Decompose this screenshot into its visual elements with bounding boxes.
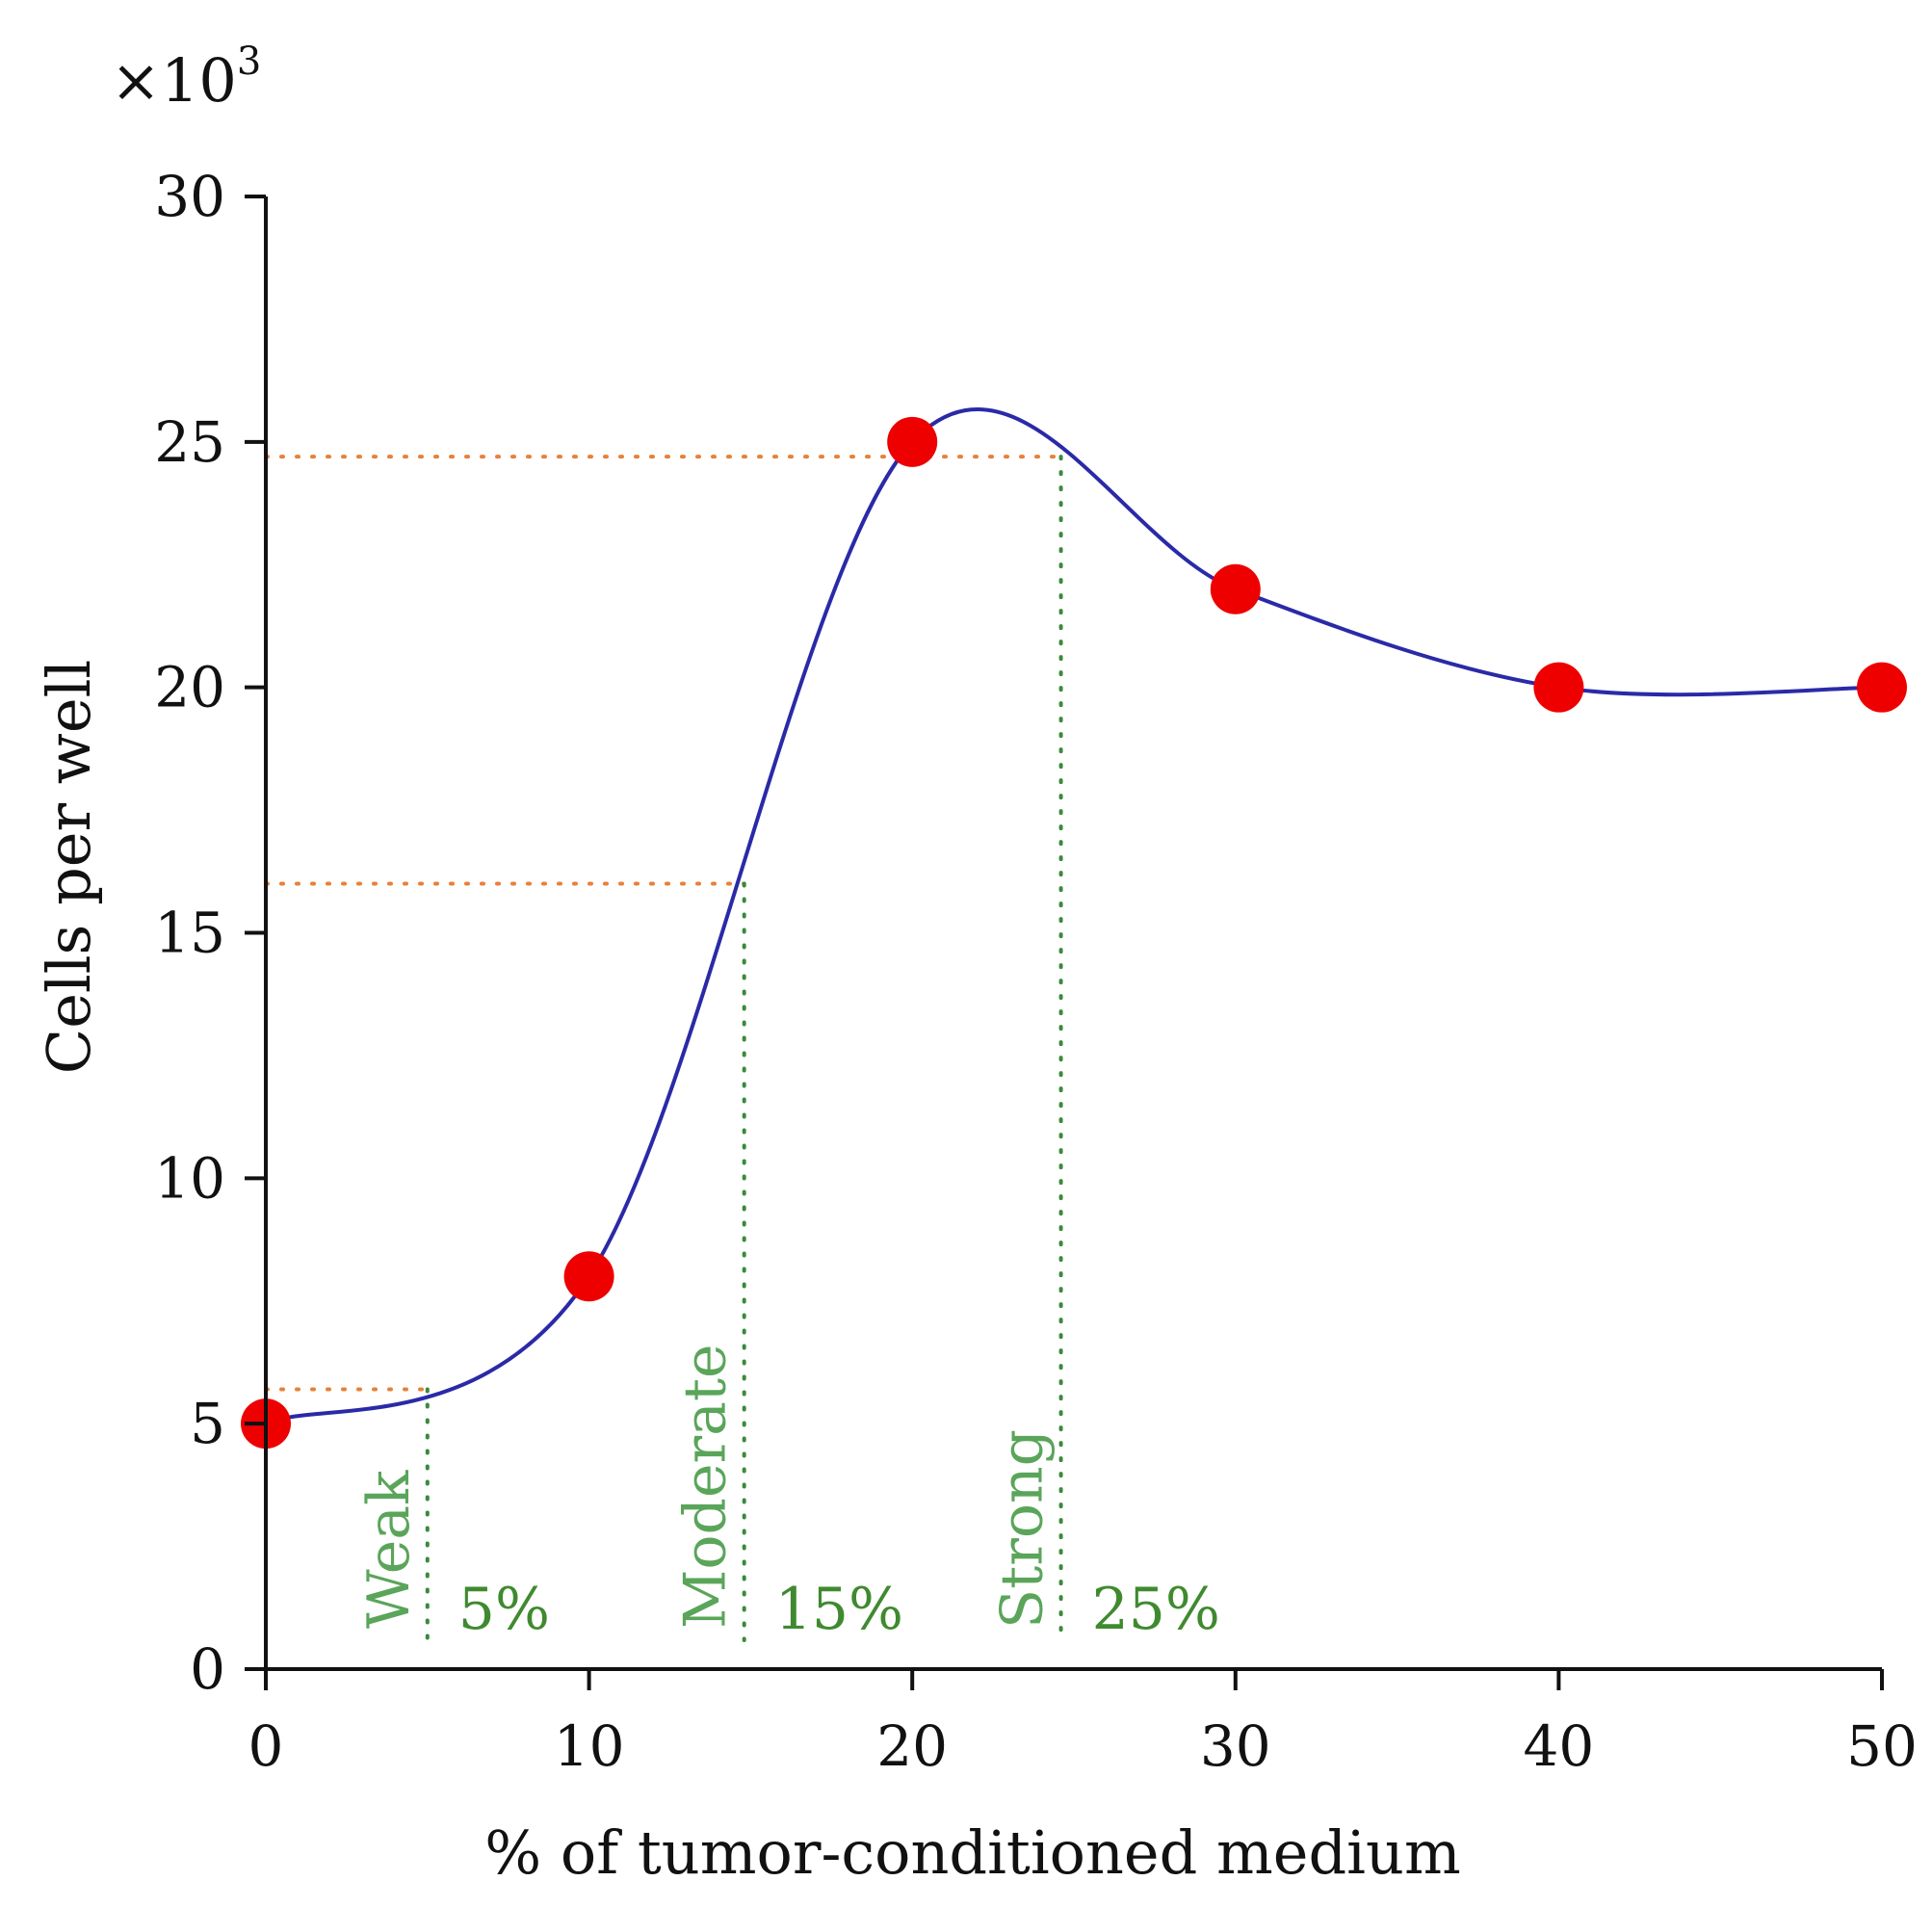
x-ticks: 0 10 20 30 40 50 [248,1669,1918,1779]
percent-strong: 25% [1092,1576,1220,1643]
y-multiplier-exp: 3 [237,39,261,84]
percent-weak: 5% [458,1576,550,1643]
data-point-10 [563,1251,614,1302]
data-point-40 [1533,662,1584,713]
y-tick-label-30: 30 [154,164,225,229]
data-markers [241,416,1907,1450]
series-curve [265,407,1883,1425]
data-point-30 [1210,563,1261,614]
y-tick-label-10: 10 [154,1145,225,1211]
x-axis-title: % of tumor-conditioned medium [484,1817,1460,1888]
label-weak: Weak [355,1470,423,1629]
y-multiplier: ×103 [111,39,261,116]
percent-moderate: 15% [775,1576,903,1643]
reference-labels: Weak 5% Moderate 15% Strong 25% [355,1344,1220,1643]
x-tick-label-20: 20 [876,1713,948,1779]
x-tick-label-40: 40 [1523,1713,1594,1779]
label-strong: Strong [989,1429,1057,1629]
guide-lines [264,455,1063,1642]
data-point-20 [887,416,938,467]
y-tick-label-5: 5 [190,1391,225,1456]
y-tick-label-25: 25 [154,409,225,475]
plot-area [241,407,1907,1642]
data-point-50 [1857,662,1907,713]
y-axis-title: Cells per well [34,660,104,1074]
x-tick-label-50: 50 [1846,1713,1918,1779]
y-tick-label-20: 20 [154,655,225,720]
y-tick-label-0: 0 [190,1636,225,1702]
y-ticks: 0 5 10 15 20 25 30 [154,164,266,1702]
y-tick-label-15: 15 [154,901,225,966]
y-multiplier-base: ×10 [111,45,237,116]
label-moderate: Moderate [672,1344,740,1629]
x-tick-label-10: 10 [554,1713,625,1779]
x-tick-label-0: 0 [248,1713,284,1779]
x-tick-label-30: 30 [1200,1713,1271,1779]
